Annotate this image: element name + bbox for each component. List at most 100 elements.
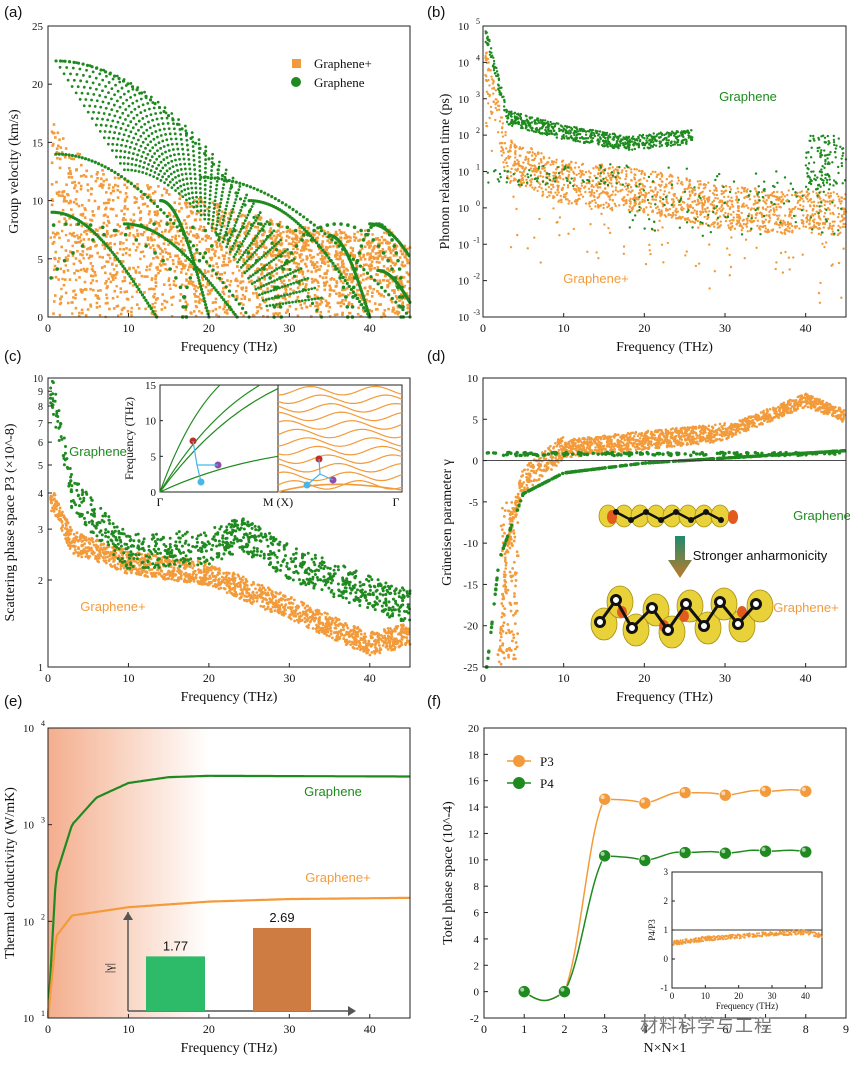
data-point-graphene-plus: [276, 233, 279, 237]
data-point-graphene: [272, 244, 276, 248]
data-point-graphene-plus: [560, 200, 563, 204]
data-point-graphene: [139, 97, 143, 101]
data-point-graphene-plus: [193, 287, 196, 291]
data-point-graphene-plus: [64, 147, 68, 150]
data-point-graphene: [359, 303, 364, 307]
data-point-graphene: [359, 244, 364, 248]
data-point-graphene: [159, 146, 163, 150]
data-point-graphene-plus: [773, 213, 776, 216]
data-point-graphene: [58, 65, 62, 69]
data-point-graphene-plus: [221, 290, 225, 294]
data-point-graphene-plus: [669, 213, 673, 217]
data-point-graphene-plus: [89, 303, 92, 307]
data-point-graphene: [102, 112, 106, 115]
data-point-graphene-plus: [701, 195, 705, 199]
data-point-graphene: [239, 255, 243, 259]
data-point-graphene: [256, 232, 260, 235]
data-point-graphene-plus: [83, 207, 87, 210]
data-point-graphene: [181, 195, 185, 199]
data-point-graphene-plus: [183, 201, 187, 205]
data-point-graphene-plus: [55, 180, 58, 184]
data-point-graphene: [131, 279, 136, 284]
data-point-graphene-plus: [168, 252, 172, 256]
data-point-graphene-plus: [708, 210, 711, 213]
data-point-graphene-plus: [104, 271, 107, 275]
data-point-graphene-plus: [562, 178, 565, 181]
data-point-graphene-plus: [107, 219, 110, 223]
data-point-graphene-plus: [716, 209, 719, 212]
data-point-graphene: [219, 228, 223, 232]
data-point-graphene-plus: [71, 254, 75, 257]
data-point-graphene-plus: [105, 224, 109, 227]
data-point-graphene-plus: [335, 280, 338, 283]
data-point-graphene-plus: [643, 199, 646, 202]
data-point-graphene-plus: [203, 269, 207, 272]
data-point-graphene: [310, 301, 315, 305]
data-point-graphene: [112, 136, 115, 140]
data-point-graphene-plus: [218, 273, 222, 276]
data-point-graphene-plus: [398, 299, 401, 303]
data-point-graphene-plus: [238, 252, 241, 255]
data-point-graphene: [220, 194, 224, 198]
data-point-graphene-plus: [170, 227, 173, 230]
data-point-graphene-plus: [211, 309, 215, 313]
data-point-graphene-plus: [608, 231, 612, 235]
data-point-graphene-plus: [300, 253, 303, 256]
data-point-graphene-plus: [494, 89, 498, 92]
data-point-graphene: [295, 291, 298, 294]
data-point-graphene: [80, 156, 84, 160]
data-point-graphene-plus: [89, 287, 92, 291]
data-point-graphene: [131, 101, 135, 105]
data-point-graphene-plus: [228, 230, 231, 233]
data-point-graphene-plus: [193, 218, 197, 222]
data-point-graphene: [172, 221, 176, 225]
data-point-graphene-plus: [746, 188, 749, 191]
data-point-graphene-plus: [818, 301, 822, 305]
data-point-graphene-plus: [184, 222, 188, 225]
x-axis-label-a: Frequency (THz): [181, 340, 278, 355]
data-point-graphene-plus: [713, 270, 717, 273]
data-point-graphene-plus: [96, 229, 99, 232]
data-point-graphene: [172, 127, 176, 131]
data-point-graphene-plus: [107, 186, 111, 190]
data-point-graphene-plus: [266, 297, 270, 301]
data-point-graphene-plus: [188, 266, 191, 269]
data-point-graphene-plus: [121, 279, 125, 283]
data-point-graphene-plus: [297, 240, 301, 243]
data-point-graphene-plus: [340, 265, 344, 268]
data-point-graphene-plus: [614, 188, 618, 192]
data-point-graphene: [103, 130, 107, 133]
data-point-graphene-plus: [402, 276, 406, 279]
data-point-graphene-plus: [577, 172, 581, 175]
data-point-graphene-plus: [614, 204, 617, 208]
data-point-graphene-plus: [303, 226, 307, 229]
data-point-graphene: [237, 247, 240, 251]
data-point-graphene-plus: [594, 201, 597, 204]
data-point-graphene-plus: [392, 247, 396, 250]
data-point-graphene: [275, 278, 279, 281]
data-point-graphene-plus: [647, 201, 651, 205]
data-point-graphene-plus: [320, 300, 323, 304]
data-point-graphene: [319, 229, 323, 233]
data-point-graphene-plus: [279, 279, 283, 282]
data-point-graphene: [222, 237, 226, 241]
data-point-graphene: [161, 175, 165, 179]
data-point-graphene-plus: [148, 264, 152, 267]
data-point-graphene-plus: [91, 269, 95, 272]
data-point-graphene: [76, 222, 81, 226]
data-point-graphene-plus: [217, 256, 221, 260]
data-point-graphene-plus: [731, 205, 735, 208]
data-point-graphene: [116, 89, 120, 93]
data-point-graphene-plus: [139, 195, 143, 199]
data-point-graphene: [203, 192, 207, 196]
data-point-graphene: [343, 278, 347, 283]
data-point-graphene-plus: [123, 290, 127, 294]
data-point-graphene-plus: [284, 239, 288, 242]
data-point-graphene-plus: [154, 281, 158, 284]
data-point-graphene-plus: [406, 303, 410, 307]
data-point-graphene: [221, 221, 224, 225]
data-point-graphene-plus: [75, 269, 78, 272]
data-point-graphene: [209, 181, 213, 185]
data-point-graphene: [217, 238, 221, 242]
data-point-graphene-plus: [804, 225, 808, 229]
